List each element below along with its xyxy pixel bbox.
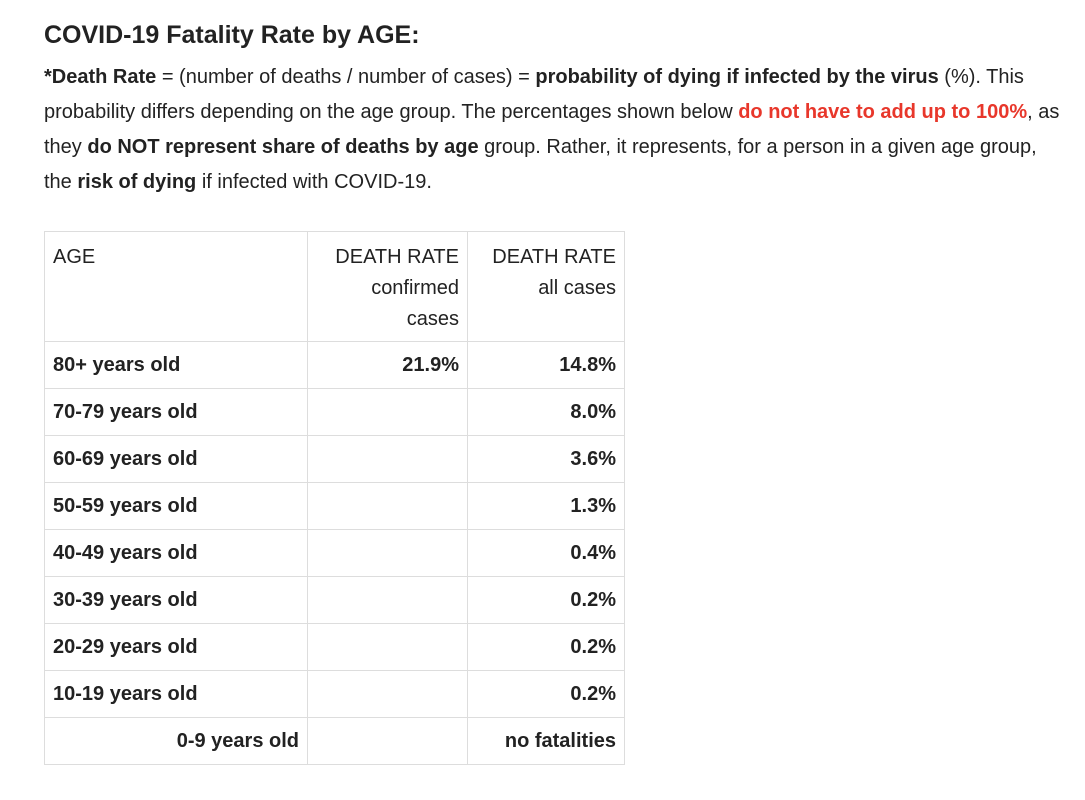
cell-confirmed — [307, 435, 468, 483]
header-confirmed-line-3: cases — [406, 308, 459, 330]
cell-all: 0.4% — [467, 529, 625, 577]
cell-age: 70-79 years old — [44, 388, 308, 436]
cell-age: 80+ years old — [44, 341, 308, 389]
cell-all: 8.0% — [467, 388, 625, 436]
intro-text-4: group. Rather, it represents, for a pers… — [44, 136, 1037, 193]
article-content: COVID-19 Fatality Rate by AGE: *Death Ra… — [44, 18, 1064, 200]
table-row: 60-69 years old 3.6% — [44, 435, 625, 483]
intro-text-5: if infected with COVID-19. — [196, 171, 432, 193]
table-row: 70-79 years old 8.0% — [44, 388, 625, 436]
cell-confirmed — [307, 576, 468, 624]
header-death-rate-all: DEATH RATE all cases — [467, 231, 625, 342]
intro-highlight-not-add-up: do not have to add up to 100% — [738, 101, 1028, 123]
header-confirmed-line-1: DEATH RATE — [335, 246, 459, 268]
intro-emphasis-risk: risk of dying — [77, 171, 197, 193]
cell-age: 50-59 years old — [44, 482, 308, 530]
cell-confirmed — [307, 388, 468, 436]
header-age: AGE — [44, 231, 308, 342]
cell-age: 0-9 years old — [44, 717, 308, 765]
table-row: 0-9 years old no fatalities — [44, 717, 625, 765]
cell-confirmed — [307, 529, 468, 577]
cell-all: 0.2% — [467, 670, 625, 718]
fatality-rate-table: AGE DEATH RATE confirmed cases DEATH RAT… — [44, 231, 625, 765]
table-row: 40-49 years old 0.4% — [44, 529, 625, 577]
cell-all: 14.8% — [467, 341, 625, 389]
cell-all: 1.3% — [467, 482, 625, 530]
cell-age: 10-19 years old — [44, 670, 308, 718]
intro-text-2: (%). This probability differs depending … — [44, 66, 1024, 123]
cell-age: 30-39 years old — [44, 576, 308, 624]
cell-all: 3.6% — [467, 435, 625, 483]
intro-paragraph: *Death Rate = (number of deaths / number… — [44, 60, 1064, 200]
cell-all: no fatalities — [467, 717, 625, 765]
table-row: 30-39 years old 0.2% — [44, 576, 625, 624]
header-age-label: AGE — [53, 246, 96, 268]
cell-age: 20-29 years old — [44, 623, 308, 671]
cell-all: 0.2% — [467, 623, 625, 671]
table-row: 50-59 years old 1.3% — [44, 482, 625, 530]
cell-all: 0.2% — [467, 576, 625, 624]
intro-text-1: = (number of deaths / number of cases) = — [156, 66, 536, 88]
table-row: 10-19 years old 0.2% — [44, 670, 625, 718]
intro-emphasis-probability: probability of dying if infected by the … — [535, 66, 939, 88]
table-row: 80+ years old 21.9% 14.8% — [44, 341, 625, 389]
table-row: 20-29 years old 0.2% — [44, 623, 625, 671]
intro-text-3: , as they — [44, 101, 1060, 158]
cell-confirmed — [307, 717, 468, 765]
table-header-row: AGE DEATH RATE confirmed cases DEATH RAT… — [44, 231, 625, 342]
header-all-line-2: all cases — [538, 277, 616, 299]
cell-confirmed — [307, 482, 468, 530]
cell-confirmed: 21.9% — [307, 341, 468, 389]
cell-age: 60-69 years old — [44, 435, 308, 483]
header-death-rate-confirmed: DEATH RATE confirmed cases — [307, 231, 468, 342]
cell-confirmed — [307, 670, 468, 718]
cell-age: 40-49 years old — [44, 529, 308, 577]
cell-confirmed — [307, 623, 468, 671]
intro-term: *Death Rate — [44, 66, 157, 88]
header-all-line-1: DEATH RATE — [492, 246, 616, 268]
page-title: COVID-19 Fatality Rate by AGE: — [44, 21, 420, 49]
intro-emphasis-not-share: do NOT represent share of deaths by age — [87, 136, 479, 158]
header-confirmed-line-2: confirmed — [371, 277, 459, 299]
